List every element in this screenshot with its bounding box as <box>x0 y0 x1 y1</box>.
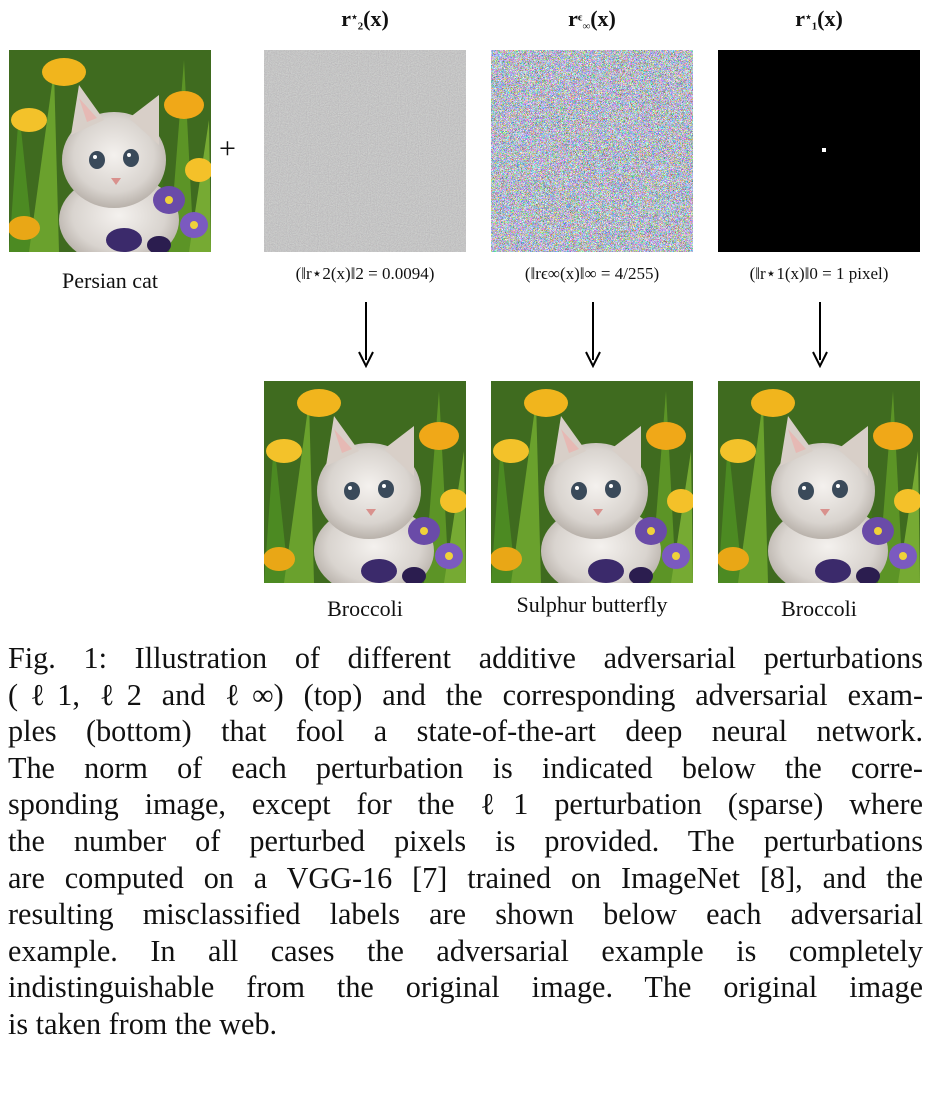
norm-text-l2: (‖r⋆2(x)‖2 = 0.0094) <box>295 264 435 283</box>
original-label: Persian cat <box>62 268 158 293</box>
caption-line: the number of perturbed pixels is provid… <box>8 823 923 858</box>
down-arrow-icon <box>812 302 828 368</box>
caption-line: resulting misclassified labels are shown… <box>8 897 923 932</box>
caption-line: The norm of each perturbation is indicat… <box>8 750 923 785</box>
perturbation-image-l2 <box>264 50 466 252</box>
perturbation-image-linf <box>491 50 693 252</box>
caption-line[interactable]: are computed on a VGG-16 [7] trained on … <box>8 860 923 895</box>
down-arrow-icon <box>585 302 601 368</box>
perturbation-image-l1 <box>718 50 920 252</box>
adversarial-image-l1 <box>718 381 920 583</box>
perturbation-title-l2: r⋆2(x) <box>341 6 389 33</box>
original-cat-image <box>9 50 211 252</box>
caption-line: Fig. 1: Illustration of different additi… <box>8 641 923 675</box>
caption-line: is taken from the web. <box>8 1006 278 1041</box>
caption-line: indistinguishable from the original imag… <box>8 970 923 1005</box>
adversarial-image-linf <box>491 381 693 583</box>
norm-text-l1: (‖r⋆1(x)‖0 = 1 pixel) <box>749 264 889 283</box>
caption-line: (ℓ1, ℓ2 and ℓ∞) (top) and the correspond… <box>8 677 923 712</box>
caption-line: example. In all cases the adversarial ex… <box>8 933 923 968</box>
caption-line: sponding image, except for the ℓ1 pertur… <box>8 787 923 822</box>
adversarial-label-l1: Broccoli <box>781 596 857 621</box>
adversarial-image-l2 <box>264 381 466 583</box>
perturbation-title-l1: r⋆1(x) <box>795 6 843 33</box>
plus-sign: + <box>219 132 236 165</box>
caption-line: ples (bottom) that fool a state-of-the-a… <box>8 714 923 749</box>
norm-text-linf: (‖rϵ∞(x)‖∞ = 4/255) <box>524 264 660 283</box>
adversarial-label-l2: Broccoli <box>327 596 403 621</box>
down-arrow-icon <box>358 302 374 368</box>
figure-caption: Fig. 1: Illustration of different additi… <box>8 640 923 1043</box>
adversarial-label-linf: Sulphur butterfly <box>516 592 668 617</box>
perturbation-title-linf: rϵ∞(x) <box>568 6 616 33</box>
